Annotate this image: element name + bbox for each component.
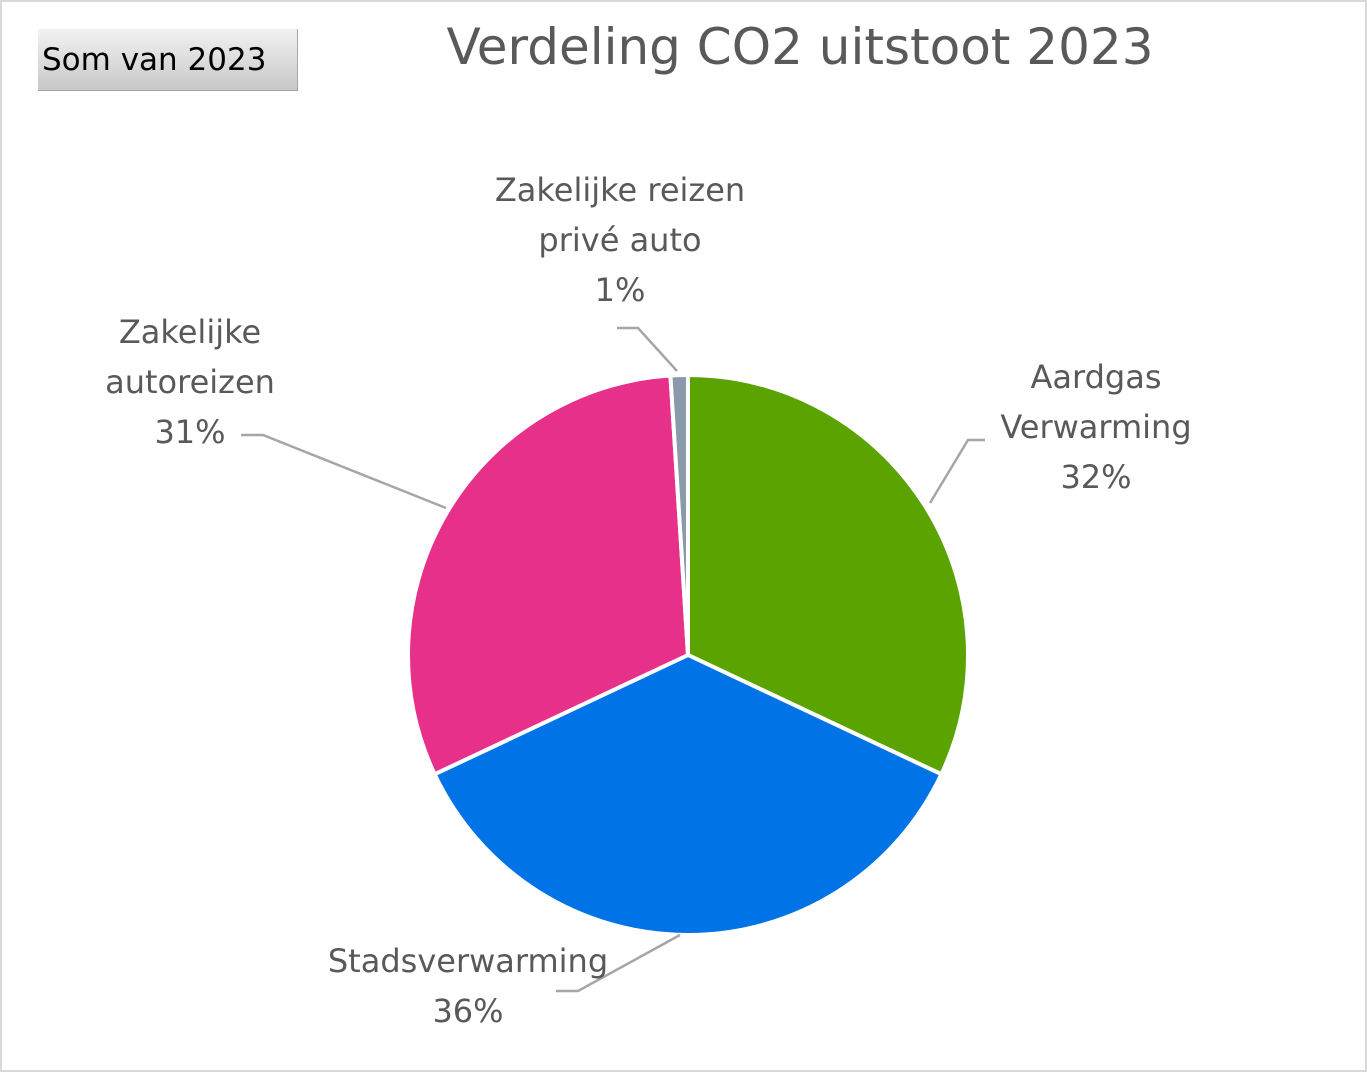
pie-slice-aardgas-verwarming [686, 373, 970, 777]
pie-slice-stadsverwarming [432, 653, 944, 938]
pie-slice-zakelijke-autoreizen [406, 373, 690, 777]
pie-slice-zakelijke-reizen-priv-auto [668, 373, 690, 657]
chart-title: Verdeling CO2 uitstoot 2023 [446, 18, 1154, 76]
data-label-line: 1% [595, 271, 646, 309]
data-label: Zakelijke autoreizen 31% [105, 313, 275, 451]
data-label-line: autoreizen [105, 363, 275, 401]
data-label-line: Aardgas [1031, 358, 1162, 396]
pivot-field-button[interactable]: Som van 2023 [38, 29, 298, 91]
data-label: Aardgas Verwarming 32% [1000, 358, 1191, 496]
leader-line [617, 326, 678, 372]
data-label-line: 32% [1060, 458, 1131, 496]
data-label: Zakelijke reizen privé auto 1% [495, 171, 745, 309]
data-label-line: Verwarming [1000, 408, 1191, 446]
data-label: Stadsverwarming 36% [328, 942, 608, 1030]
leader-line [241, 433, 447, 510]
data-label-line: 36% [432, 992, 503, 1030]
data-label-line: Zakelijke [119, 313, 261, 351]
data-label-line: Stadsverwarming [328, 942, 608, 980]
leader-line [556, 933, 681, 993]
data-label-line: 31% [154, 413, 225, 451]
data-label-line: Zakelijke reizen [495, 171, 745, 209]
data-labels: Aardgas Verwarming 32% Stadsverwarming 36% Za… [105, 171, 1192, 1030]
pie-slices [406, 373, 970, 938]
data-label-line: privé auto [538, 221, 701, 259]
leader-lines [241, 326, 985, 993]
leader-line [928, 438, 985, 504]
